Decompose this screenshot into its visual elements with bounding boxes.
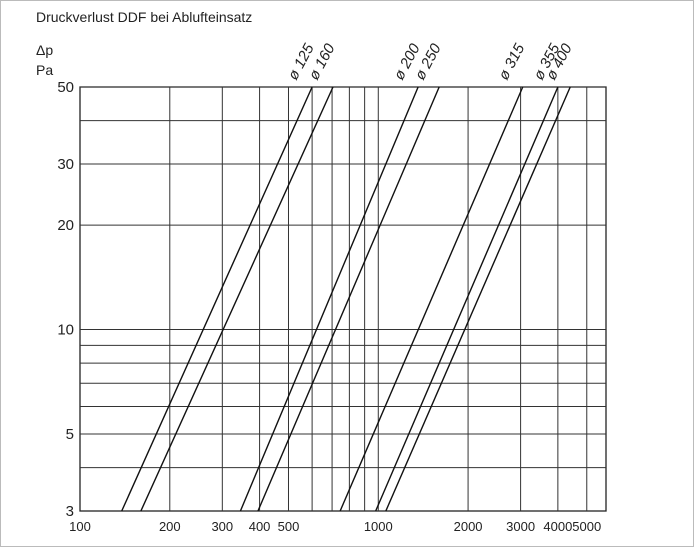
y-tick-label: 3 <box>66 503 74 520</box>
y-tick-label: 50 <box>57 79 74 96</box>
tick-labels: 100 200 300 400 500 1000 2000 3000 4000 5000 3 5 10 2… <box>57 79 601 534</box>
y-tick-label: 10 <box>57 322 74 339</box>
series-line <box>239 86 419 512</box>
x-tick-label: 5000 <box>572 519 601 534</box>
x-tick-label: 300 <box>211 519 233 534</box>
x-tick-label: 3000 <box>506 519 535 534</box>
x-tick-label: 2000 <box>454 519 483 534</box>
y-tick-label: 30 <box>57 156 74 173</box>
x-tick-label: 500 <box>278 519 300 534</box>
x-tick-label: 400 <box>249 519 271 534</box>
series-line <box>375 86 559 512</box>
x-tick-label: 200 <box>159 519 181 534</box>
x-tick-label: 100 <box>69 519 91 534</box>
series-line <box>339 86 524 512</box>
series-line <box>385 86 571 512</box>
series-line <box>140 86 334 512</box>
series-lines <box>121 86 571 512</box>
y-axis-unit: Pa <box>36 62 53 78</box>
y-tick-label: 5 <box>66 426 74 443</box>
x-tick-label: 1000 <box>364 519 393 534</box>
y-axis-symbol: Δp <box>36 42 53 58</box>
chart-title: Druckverlust DDF bei Ablufteinsatz <box>36 9 252 25</box>
series-label: ø 315 <box>495 40 528 82</box>
y-tick-label: 20 <box>57 217 74 234</box>
grid-lines <box>79 86 607 512</box>
series-line <box>121 86 313 512</box>
series-line <box>257 86 440 512</box>
plot-area-border <box>79 86 607 512</box>
x-tick-label: 4000 <box>543 519 572 534</box>
